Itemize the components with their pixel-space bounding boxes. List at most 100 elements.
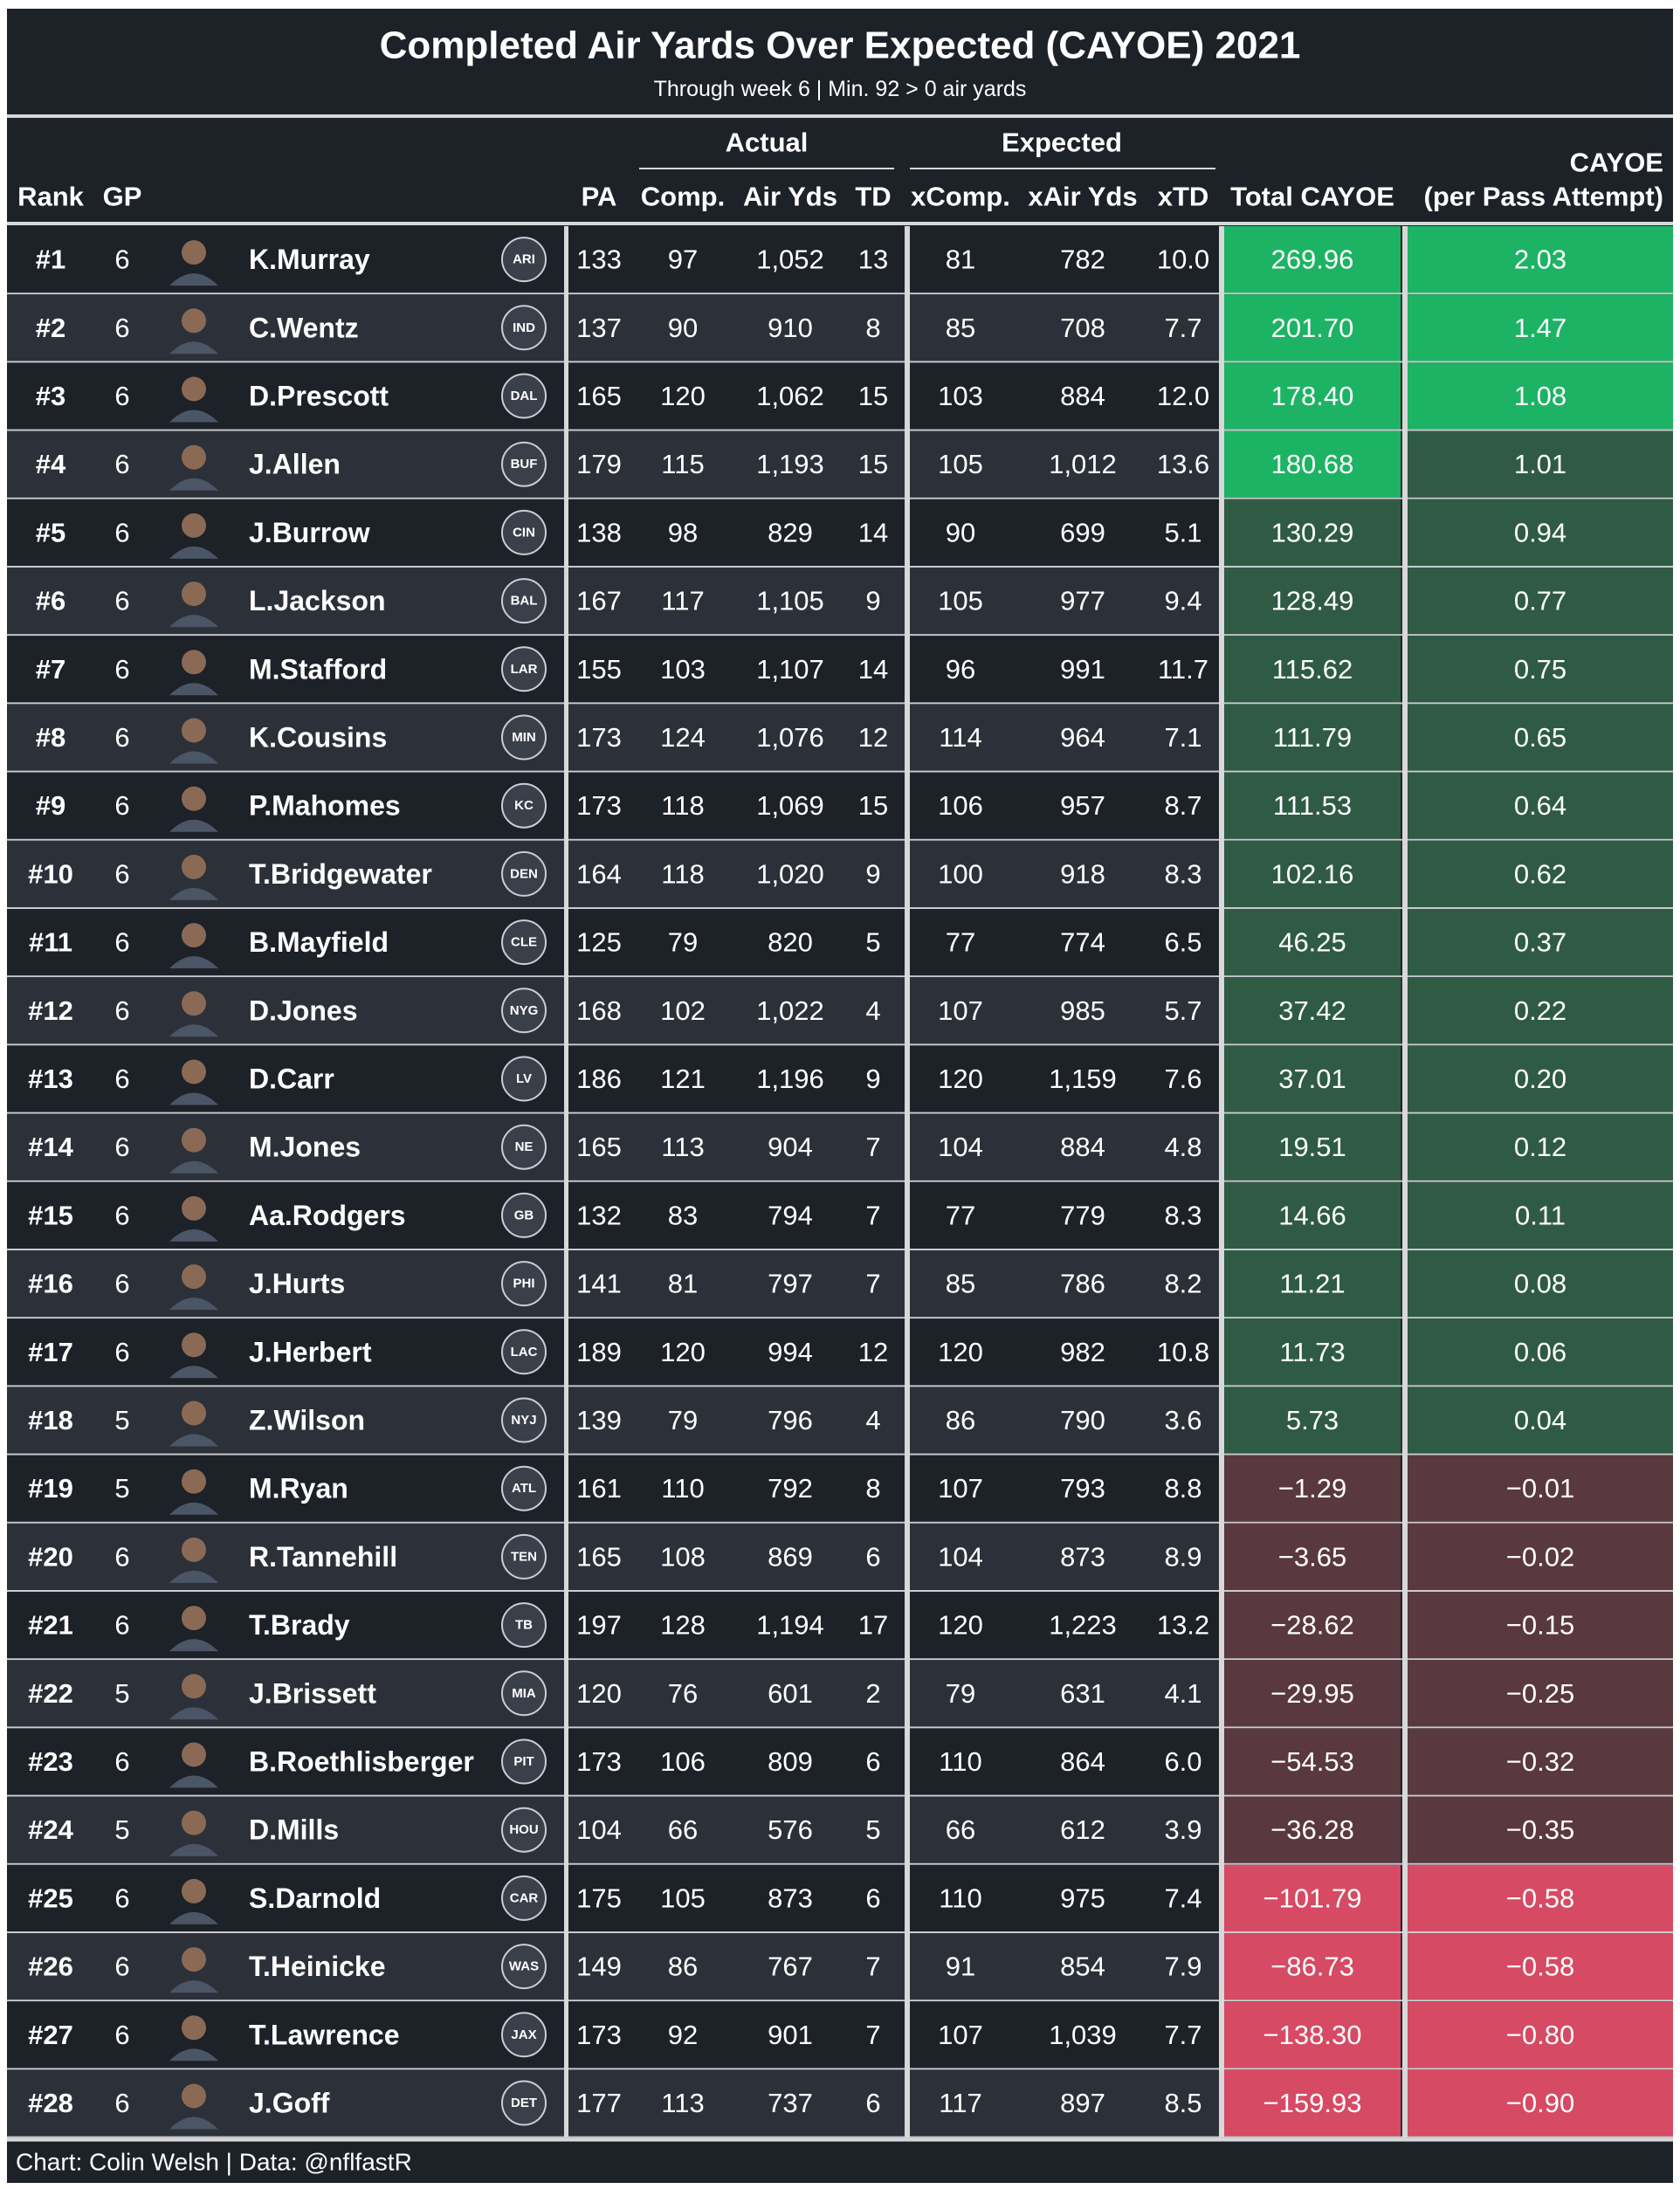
td-cell: 9 [865,1064,880,1094]
chart-footer: Chart: Colin Welsh | Data: @nflfastR [16,2149,412,2176]
cayoe-per-pa-value: −0.90 [1506,2088,1574,2118]
comp-cell: 76 [668,1678,698,1709]
rank-cell: #12 [28,995,73,1026]
cayoe-per-pa-value: 0.11 [1515,1200,1566,1230]
row-separator [7,1112,1673,1114]
col-header-air-yds: Air Yds [743,182,837,212]
total-cayoe-cell [1224,1250,1401,1318]
pa-cell: 197 [576,1610,622,1641]
team-abbrev: TEN [511,1549,537,1564]
xair-yds-cell: 982 [1060,1337,1105,1367]
player-name-cell: Aa.Rodgers [249,1200,406,1231]
xair-yds-cell: 790 [1060,1405,1105,1435]
total-cayoe-cell [1224,1181,1401,1249]
comp-cell: 118 [661,790,704,821]
cayoe-per-pa-value: 0.65 [1514,722,1566,753]
xair-yds-cell: 975 [1060,1883,1105,1913]
xair-yds-cell: 977 [1060,586,1105,616]
xcomp-cell: 79 [946,1678,975,1709]
xair-yds-cell: 1,223 [1049,1610,1117,1641]
cayoe-per-pa-cell [1408,430,1673,498]
player-name-cell: D.Mills [249,1814,339,1846]
pa-cell: 186 [576,1064,622,1094]
total-cayoe-cell [1224,1523,1401,1590]
air-yds-cell: 904 [768,1132,813,1162]
xair-yds-cell: 708 [1060,313,1105,343]
falcons-logo-icon: ATL [501,1465,547,1511]
row-separator [7,1317,1673,1319]
comp-cell: 83 [668,1200,698,1230]
cayoe-per-pa-cell [1408,909,1673,976]
xtd-cell: 12.0 [1157,381,1209,411]
player-name-cell: K.Murray [249,244,370,275]
cayoe-per-pa-value: −0.32 [1506,1746,1574,1777]
total-cayoe-value: 37.01 [1278,1064,1346,1094]
gp-cell: 6 [114,1200,129,1230]
total-cayoe-cell [1224,294,1401,361]
table-row: #3 6 D.Prescott DAL 165 120 1,062 15 103 884 12.0 1… [7,362,1673,431]
xtd-cell: 11.7 [1158,654,1208,685]
gp-cell: 6 [114,995,129,1026]
air-yds-cell: 797 [768,1269,813,1299]
col-header-td: TD [855,182,891,212]
player-headshot [169,1742,218,1788]
xcomp-cell: 106 [938,790,983,821]
table-row: #8 6 K.Cousins MIN 173 124 1,076 12 114 964 7.1 111… [7,704,1673,773]
cayoe-per-pa-cell [1408,704,1673,771]
row-separator [7,497,1673,499]
player-name-cell: D.Carr [249,1064,334,1095]
pa-cell: 189 [576,1337,622,1367]
total-cayoe-cell [1224,1660,1401,1727]
xtd-cell: 7.4 [1164,1883,1201,1913]
xtd-cell: 6.0 [1164,1746,1201,1777]
total-cayoe-value: 201.70 [1271,313,1354,343]
pa-cell: 165 [576,1541,622,1572]
team-abbrev: PHI [513,1277,534,1291]
air-yds-cell: 901 [768,2020,813,2050]
cayoe-per-pa-cell [1408,1660,1673,1727]
td-cell: 7 [865,1200,880,1230]
xtd-cell: 9.4 [1164,586,1201,616]
total-cayoe-cell [1224,2001,1401,2069]
player-name-cell: D.Prescott [249,381,389,412]
total-cayoe-value: −28.62 [1270,1610,1354,1641]
row-separator [7,1385,1673,1387]
table-row: #19 5 M.Ryan ATL 161 110 792 8 107 793 8.8 −1.29 −0.… [7,1455,1673,1524]
comp-cell: 106 [660,1746,706,1777]
cayoe-per-pa-value: −0.35 [1506,1814,1574,1845]
player-name-cell: J.Goff [249,2088,330,2119]
air-yds-cell: 1,052 [756,244,824,275]
xtd-cell: 8.3 [1164,858,1201,889]
pa-cell: 155 [576,654,622,685]
team-abbrev: DAL [511,389,538,403]
player-name-cell: K.Cousins [249,722,387,754]
xtd-cell: 5.7 [1164,995,1201,1026]
footer-divider [7,2137,1673,2142]
rank-cell: #21 [28,1610,73,1641]
player-headshot [169,786,218,832]
pa-cell: 173 [576,1746,622,1777]
player-name-cell: P.Mahomes [249,790,401,822]
cayoe-per-pa-cell [1408,362,1673,430]
td-cell: 12 [858,1337,888,1367]
td-cell: 2 [865,1678,880,1709]
table-row: #13 6 D.Carr LV 186 121 1,196 9 120 1,159 7.6 37.01… [7,1045,1673,1114]
player-name-cell: J.Hurts [249,1268,345,1299]
row-separator [7,361,1673,363]
col-header-xtd: xTD [1158,182,1209,212]
comp-cell: 124 [660,722,706,753]
gp-cell: 6 [114,313,129,343]
rank-cell: #10 [28,858,73,889]
air-yds-cell: 910 [768,313,813,343]
pa-cell: 175 [576,1883,622,1913]
bills-logo-icon: BUF [501,441,547,487]
comp-cell: 113 [661,1132,704,1162]
air-yds-cell: 796 [768,1405,813,1435]
rank-cell: #22 [28,1678,73,1709]
vikings-logo-icon: MIN [501,714,547,761]
xtd-cell: 8.5 [1164,2088,1201,2118]
pa-cell: 138 [576,517,622,547]
xtd-cell: 4.1 [1164,1678,1201,1709]
group-header-expected: Expected [1002,127,1122,158]
raiders-logo-icon: LV [501,1056,547,1102]
